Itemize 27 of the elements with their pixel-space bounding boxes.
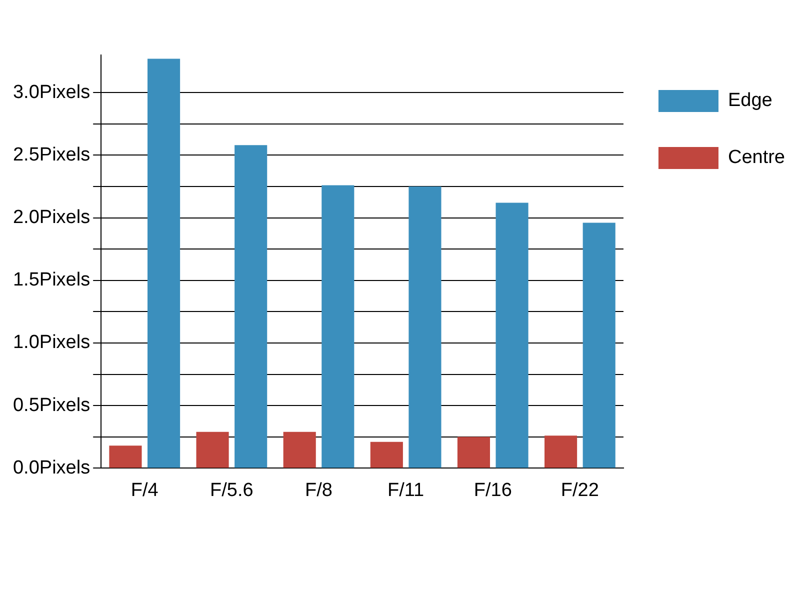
legend-label: Edge <box>728 90 772 112</box>
y-tick-label: 2.0Pixels <box>12 207 90 228</box>
bar <box>148 58 180 468</box>
bar <box>370 442 403 468</box>
y-tick-label: 1.0Pixels <box>12 332 90 354</box>
y-tick-label: 0.5Pixels <box>12 394 90 416</box>
y-tick-label: 3.0Pixels <box>12 82 90 103</box>
bar <box>544 436 578 468</box>
x-tick-label: F/8 <box>305 480 332 501</box>
y-tick-label: 1.5Pixels <box>12 270 90 291</box>
bar <box>234 145 268 468</box>
y-tick-label: 2.5Pixels <box>12 144 90 166</box>
x-tick-label: F/4 <box>130 480 159 501</box>
bar <box>496 202 528 468</box>
x-tick-label: F/22 <box>560 480 599 501</box>
x-tick-label: F/16 <box>474 480 512 501</box>
bar <box>322 185 354 468</box>
bar <box>283 432 316 468</box>
x-tick-label: F/11 <box>388 480 424 501</box>
y-tick-label: 0.0Pixels <box>12 457 90 478</box>
bar <box>109 446 142 468</box>
bar <box>457 436 490 468</box>
bar <box>408 186 442 468</box>
legend-label: Centre <box>728 147 786 168</box>
bar <box>196 432 229 468</box>
bar <box>582 222 616 468</box>
x-tick-label: F/5.6 <box>210 480 254 501</box>
